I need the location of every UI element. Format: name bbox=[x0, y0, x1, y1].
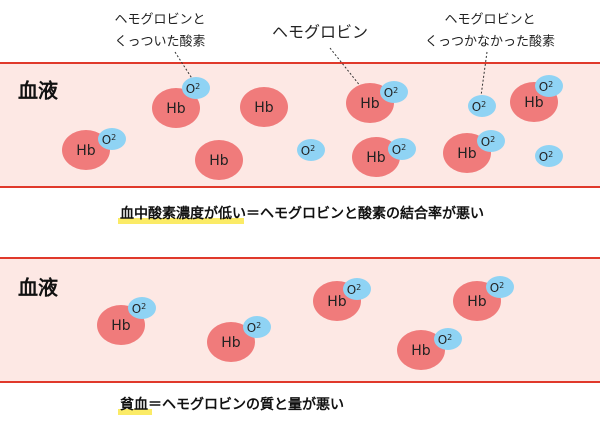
hb-label: Hb bbox=[411, 343, 431, 359]
o2-sub: 2 bbox=[310, 144, 315, 153]
oxygen bbox=[388, 138, 416, 160]
oxygen bbox=[380, 81, 408, 103]
hemoglobin bbox=[240, 87, 288, 127]
o2-base: O bbox=[347, 283, 356, 297]
o2-label: O2 bbox=[301, 144, 316, 158]
o2-label: O2 bbox=[490, 281, 505, 295]
o2-sub: 2 bbox=[481, 100, 486, 109]
band bbox=[0, 63, 600, 187]
o2-base: O bbox=[247, 321, 256, 335]
oxygen bbox=[486, 276, 514, 298]
o2-base: O bbox=[392, 143, 401, 157]
hemoglobin bbox=[352, 137, 400, 177]
hb-label: Hb bbox=[524, 95, 544, 111]
o2-label: O2 bbox=[539, 80, 554, 94]
o2-sub: 2 bbox=[393, 86, 398, 95]
o2-base: O bbox=[490, 281, 499, 295]
pointer bbox=[174, 51, 194, 81]
o2-base: O bbox=[384, 86, 393, 100]
panel-label: 血液 bbox=[18, 276, 59, 300]
annotation: ヘモグロビン bbox=[272, 23, 368, 42]
highlight bbox=[118, 218, 244, 224]
oxygen bbox=[434, 328, 462, 350]
annotation: ヘモグロビンと bbox=[444, 13, 535, 28]
o2-base: O bbox=[438, 333, 447, 347]
pointer bbox=[329, 47, 366, 93]
o2-label: O2 bbox=[247, 321, 262, 335]
caption-highlight: 血中酸素濃度が低い bbox=[120, 205, 246, 222]
hb-label: Hb bbox=[254, 100, 274, 116]
o2-base: O bbox=[539, 150, 548, 164]
o2-label: O2 bbox=[132, 302, 147, 316]
oxygen bbox=[297, 139, 325, 161]
o2-sub: 2 bbox=[356, 283, 361, 292]
hemoglobin bbox=[397, 330, 445, 370]
hb-label: Hb bbox=[360, 96, 380, 112]
o2-base: O bbox=[539, 80, 548, 94]
o2-label: O2 bbox=[384, 86, 399, 100]
o2-sub: 2 bbox=[141, 302, 146, 311]
pointer bbox=[480, 51, 488, 97]
o2-base: O bbox=[186, 82, 195, 96]
o2-label: O2 bbox=[481, 135, 496, 149]
oxygen bbox=[98, 128, 126, 150]
o2-label: O2 bbox=[539, 150, 554, 164]
caption-highlight: 貧血 bbox=[120, 396, 148, 413]
o2-label: O2 bbox=[472, 100, 487, 114]
o2-sub: 2 bbox=[401, 143, 406, 152]
o2-label: O2 bbox=[102, 133, 117, 147]
hemoglobin bbox=[62, 130, 110, 170]
oxygen bbox=[477, 130, 505, 152]
oxygen bbox=[343, 278, 371, 300]
o2-sub: 2 bbox=[447, 333, 452, 342]
oxygen bbox=[128, 297, 156, 319]
o2-sub: 2 bbox=[256, 321, 261, 330]
o2-sub: 2 bbox=[490, 135, 495, 144]
hb-label: Hb bbox=[166, 101, 186, 117]
oxygen bbox=[535, 145, 563, 167]
panel-label: 血液 bbox=[18, 79, 59, 103]
oxygen bbox=[182, 77, 210, 99]
caption: 貧血＝ヘモグロビンの質と量が悪い bbox=[120, 396, 344, 413]
o2-base: O bbox=[301, 144, 310, 158]
oxygen bbox=[468, 95, 496, 117]
hb-label: Hb bbox=[467, 294, 487, 310]
hemoglobin bbox=[152, 88, 200, 128]
o2-label: O2 bbox=[438, 333, 453, 347]
o2-base: O bbox=[472, 100, 481, 114]
o2-label: O2 bbox=[186, 82, 201, 96]
hb-label: Hb bbox=[221, 335, 241, 351]
hemoglobin bbox=[195, 140, 243, 180]
hb-label: Hb bbox=[327, 294, 347, 310]
hb-label: Hb bbox=[76, 143, 96, 159]
o2-base: O bbox=[132, 302, 141, 316]
o2-sub: 2 bbox=[548, 150, 553, 159]
oxygen bbox=[535, 75, 563, 97]
annotation: ヘモグロビンと bbox=[114, 13, 205, 28]
hb-label: Hb bbox=[366, 150, 386, 166]
o2-label: O2 bbox=[392, 143, 407, 157]
annotation: くっついた酸素 bbox=[114, 35, 205, 50]
o2-base: O bbox=[102, 133, 111, 147]
o2-base: O bbox=[481, 135, 490, 149]
o2-label: O2 bbox=[347, 283, 362, 297]
o2-sub: 2 bbox=[111, 133, 116, 142]
hb-label: Hb bbox=[209, 153, 229, 169]
hb-label: Hb bbox=[111, 318, 131, 334]
o2-sub: 2 bbox=[499, 281, 504, 290]
o2-sub: 2 bbox=[548, 80, 553, 89]
highlight bbox=[118, 409, 152, 415]
hemoglobin bbox=[207, 322, 255, 362]
caption-rest: ＝ヘモグロビンと酸素の結合率が悪い bbox=[246, 205, 484, 222]
o2-sub: 2 bbox=[195, 82, 200, 91]
caption-rest: ＝ヘモグロビンの質と量が悪い bbox=[148, 396, 344, 413]
caption: 血中酸素濃度が低い＝ヘモグロビンと酸素の結合率が悪い bbox=[120, 205, 484, 222]
oxygen bbox=[243, 316, 271, 338]
annotation: くっつかなかった酸素 bbox=[425, 35, 555, 50]
hb-label: Hb bbox=[457, 146, 477, 162]
band bbox=[0, 258, 600, 382]
